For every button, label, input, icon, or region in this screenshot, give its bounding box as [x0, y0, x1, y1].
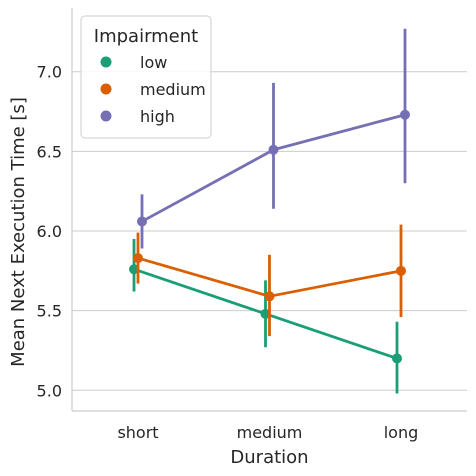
legend-marker-medium	[100, 83, 112, 95]
series-low	[129, 238, 402, 394]
data-point-medium	[264, 291, 275, 302]
data-point-high	[137, 216, 147, 227]
x-tick-label: short	[117, 423, 158, 442]
legend-label-high: high	[140, 107, 175, 126]
legend-marker-low	[100, 56, 112, 68]
data-point-low	[392, 353, 402, 364]
data-point-medium	[396, 265, 406, 276]
data-point-low	[260, 308, 271, 319]
x-tick-labels: short medium long	[117, 423, 418, 442]
y-tick-label: 5.0	[37, 381, 62, 400]
legend-item-high: high	[100, 107, 175, 126]
data-point-high	[400, 109, 410, 120]
legend-marker-high	[100, 110, 112, 122]
y-tick-label: 6.0	[37, 222, 62, 241]
x-tick-label: long	[384, 423, 419, 442]
y-tick-label: 5.5	[37, 302, 62, 321]
legend-label-low: low	[140, 53, 167, 72]
legend-frame	[80, 15, 212, 139]
y-tick-label: 6.5	[37, 142, 62, 161]
axes	[71, 8, 467, 412]
y-tick-label: 7.0	[37, 63, 62, 82]
y-tick-labels: 5.0 5.5 6.0 6.5 7.0	[37, 63, 62, 401]
x-tick-label: medium	[237, 423, 303, 442]
data-point-high	[268, 144, 279, 155]
x-axis-title: Duration	[230, 447, 308, 468]
legend-item-medium: medium	[100, 80, 206, 99]
y-axis-title: Mean Next Execution Time [s]	[8, 97, 29, 367]
legend-title: Impairment	[94, 26, 198, 47]
legend-items: low medium high	[100, 53, 206, 126]
legend-label-medium: medium	[140, 80, 206, 99]
series-high	[137, 28, 410, 249]
series-medium	[133, 224, 406, 337]
data-point-low	[129, 264, 139, 275]
data-series	[129, 28, 410, 394]
data-point-medium	[133, 253, 143, 264]
legend: Impairment low medium high	[80, 15, 212, 139]
legend-item-low: low	[100, 53, 167, 72]
